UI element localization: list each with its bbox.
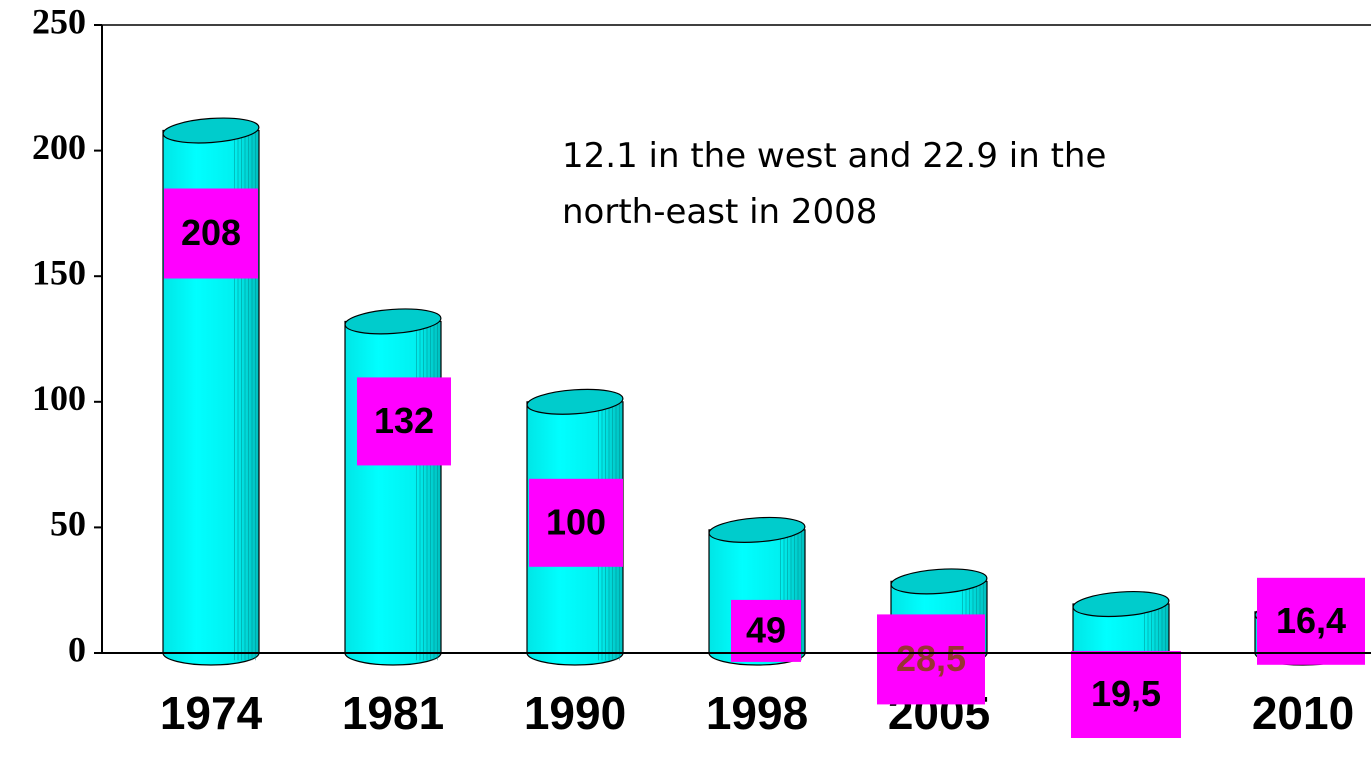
bar-top [344, 308, 442, 335]
x-tick-label: 1974 [160, 687, 263, 739]
value-label: 16,4 [1276, 600, 1346, 641]
value-label-box [1071, 651, 1181, 739]
value-label-box [1257, 577, 1365, 665]
y-tick-label: 250 [32, 1, 86, 41]
value-label-box [877, 614, 985, 705]
value-label: 132 [374, 400, 434, 441]
value-label: 28,5 [896, 638, 966, 679]
bar-top [890, 568, 988, 595]
bar-top [162, 117, 260, 144]
value-label: 100 [546, 501, 606, 542]
bar-top [1072, 590, 1170, 618]
bar [1072, 590, 1170, 666]
x-tick-label: 2010 [1252, 687, 1354, 739]
value-label-box [357, 377, 451, 466]
bar-top [708, 516, 806, 543]
value-label: 19,5 [1091, 673, 1161, 714]
value-label-box [529, 478, 623, 567]
y-tick-label: 100 [32, 378, 86, 418]
x-tick-label: 1998 [706, 687, 808, 739]
x-tick-label: 1990 [524, 687, 626, 739]
bar-top [526, 388, 624, 415]
value-label: 49 [746, 609, 786, 650]
value-label-box [164, 188, 258, 279]
value-label: 208 [181, 212, 241, 253]
annotation-box: 12.1 in the west and 22.9 in the north-e… [562, 136, 1107, 232]
y-tick-label: 50 [50, 504, 86, 544]
bar [344, 308, 442, 666]
x-tick-label: 1981 [342, 687, 444, 739]
annotation: 12.1 in the west and 22.9 in the north-e… [562, 136, 1107, 232]
y-tick-label: 150 [32, 252, 86, 292]
y-tick-label: 200 [32, 127, 86, 167]
value-label-box [731, 599, 801, 662]
y-tick-label: 0 [68, 629, 86, 669]
